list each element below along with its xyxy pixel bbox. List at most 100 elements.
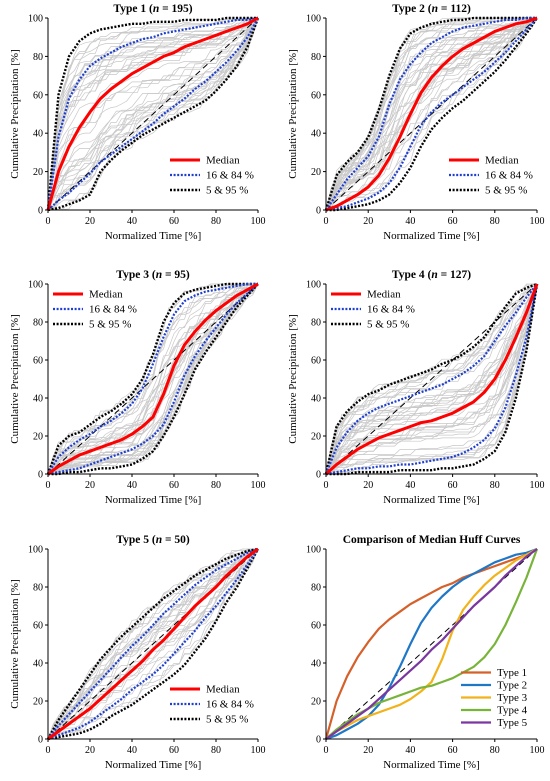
- series-line-median: [46, 16, 259, 211]
- event-curve: [47, 283, 259, 475]
- x-tick-label: 60: [169, 216, 179, 227]
- x-tick-label: 0: [324, 480, 329, 491]
- event-curve: [48, 283, 259, 475]
- event-curve: [325, 283, 538, 475]
- event-curve: [325, 283, 538, 475]
- series-line-p5: [48, 283, 259, 476]
- event-curve: [47, 283, 259, 475]
- legend: Median 16 & 84 % 5 & 95 %: [170, 684, 254, 726]
- y-tick-label: 80: [33, 318, 43, 329]
- event-curve: [325, 283, 538, 475]
- y-tick-label: 40: [311, 394, 321, 405]
- x-tick-label: 100: [251, 480, 266, 491]
- x-axis-title: Normalized Time [%]: [383, 230, 480, 242]
- y-tick-label: 60: [311, 621, 321, 632]
- y-tick-label: 100: [306, 280, 321, 291]
- event-curve: [325, 283, 538, 475]
- chart-panel-2: Type 2 (n = 112) 0 20 40 60 80 100 0 20 40 60 80 100…: [287, 3, 545, 242]
- series-line-median: [324, 283, 539, 476]
- series-line-p84: [46, 16, 259, 211]
- series-line-type-1: [324, 548, 538, 740]
- legend-label: 16 & 84 %: [485, 170, 533, 182]
- chart-title-open: (: [146, 3, 153, 15]
- chart-panel-3: Type 3 (n = 95) 0 20 40 60 80 100 0 20 40 60 80 100 N…: [9, 269, 266, 506]
- series-line-p16: [325, 283, 539, 476]
- chart-title-n-symbol: n: [156, 534, 162, 546]
- chart-title-type: Type 2: [392, 3, 425, 15]
- event-curve: [47, 548, 259, 740]
- legend: Median 16 & 84 % 5 & 95 %: [331, 289, 415, 331]
- event-curve: [47, 548, 259, 740]
- event-curve: [47, 17, 258, 211]
- uniform-diagonal-line: [325, 17, 538, 211]
- y-tick-label: 80: [311, 52, 321, 63]
- x-tick-label: 20: [363, 745, 373, 756]
- legend-label: Type 5: [497, 717, 528, 729]
- uniform-diagonal-line: [47, 283, 259, 475]
- chart-panel-4: Type 4 (n = 127) 0 20 40 60 80 100 0 20 40 60 80 100…: [287, 269, 545, 506]
- series-line-p84: [47, 547, 259, 740]
- event-curve: [47, 17, 259, 211]
- y-tick-label: 60: [33, 356, 43, 367]
- chart-panel-5: Type 5 (n = 50) 0 20 40 60 80 100 0 20 40 60 80 100 N…: [9, 534, 266, 771]
- y-tick-label: 20: [33, 432, 43, 443]
- chart-title: Type 2 (n = 112): [392, 3, 471, 15]
- event-curve: [47, 548, 259, 740]
- y-tick-label: 100: [28, 280, 43, 291]
- event-curve: [325, 17, 538, 211]
- y-tick-label: 100: [306, 14, 321, 25]
- event-curve: [47, 17, 258, 211]
- series-line-median: [325, 16, 538, 212]
- event-curve: [325, 17, 538, 211]
- legend-label: Type 3: [497, 692, 528, 704]
- x-tick-label: 100: [530, 745, 545, 756]
- y-tick-label: 20: [311, 167, 321, 178]
- event-curve: [47, 17, 259, 211]
- y-tick-label: 20: [33, 167, 43, 178]
- y-tick-label: 80: [311, 583, 321, 594]
- series-line-p84: [325, 16, 537, 211]
- chart-title: Type 1 (n = 195): [113, 3, 192, 15]
- y-tick-label: 80: [33, 583, 43, 594]
- event-curve: [47, 17, 259, 211]
- event-curves: [47, 283, 259, 475]
- event-curve: [48, 17, 259, 211]
- chart-title-type: Type 4: [392, 269, 425, 281]
- y-tick-label: 0: [316, 735, 321, 746]
- event-curve: [47, 548, 259, 740]
- chart-title-type: Type 3: [116, 269, 149, 281]
- x-tick-label: 80: [490, 480, 500, 491]
- legend-label: Median: [206, 155, 240, 167]
- event-curve: [326, 17, 538, 211]
- legend-label: 5 & 95 %: [485, 185, 527, 197]
- y-tick-label: 100: [28, 545, 43, 556]
- event-curve: [48, 17, 259, 211]
- event-curve: [47, 17, 259, 211]
- x-tick-label: 80: [211, 480, 221, 491]
- event-curve: [47, 17, 259, 211]
- event-curve: [47, 17, 259, 211]
- legend-label: Median: [206, 684, 240, 696]
- series-line-p95: [46, 16, 258, 211]
- series-line-type-3: [325, 548, 538, 740]
- legend-label: 5 & 95 %: [206, 714, 248, 726]
- event-curves: [47, 17, 259, 211]
- x-tick-label: 40: [405, 480, 415, 491]
- event-curve: [48, 548, 259, 740]
- chart-title-open: (: [425, 3, 432, 15]
- series-line-p5: [326, 283, 539, 476]
- legend-label: Median: [367, 289, 401, 301]
- legend-label: 16 & 84 %: [206, 699, 254, 711]
- x-tick-label: 100: [530, 480, 545, 491]
- event-curve: [47, 548, 258, 740]
- x-tick-label: 40: [405, 745, 415, 756]
- series-line-p84: [47, 282, 258, 475]
- y-tick-label: 40: [33, 129, 43, 140]
- x-tick-label: 40: [127, 480, 137, 491]
- event-curves: [325, 17, 538, 211]
- uniform-diagonal-line: [325, 548, 538, 740]
- event-curve: [325, 283, 538, 475]
- chart-title-open: (: [425, 269, 432, 281]
- y-tick-label: 0: [316, 206, 321, 217]
- chart-title-n-symbol: n: [156, 269, 162, 281]
